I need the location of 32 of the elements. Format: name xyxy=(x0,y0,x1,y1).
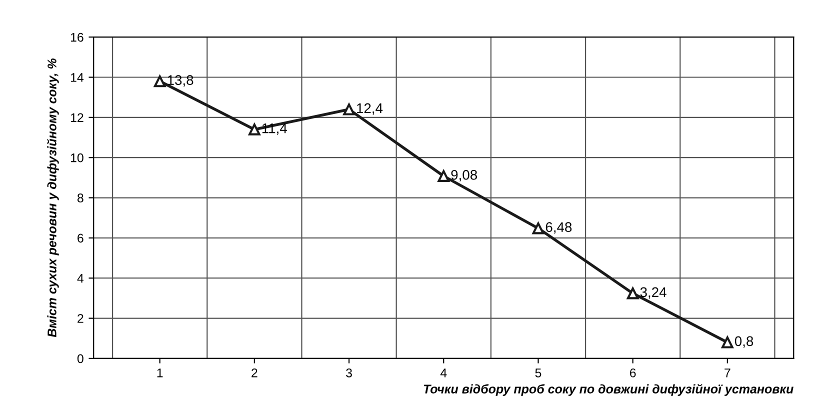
x-axis-title: Точки відбору проб соку по довжині дифузійної установки xyxy=(424,384,794,396)
y-axis-title: Вміст сухих речовин у дифузійному соку, % xyxy=(46,58,59,338)
y-tick-label: 14 xyxy=(70,73,84,82)
point xyxy=(438,170,450,182)
x-tick-label: 1 xyxy=(157,368,163,378)
point xyxy=(343,103,355,116)
data-label: 6,48 xyxy=(546,222,572,234)
data-label: 13,8 xyxy=(168,75,194,87)
y-tick-label: 0 xyxy=(77,354,84,364)
y-tick-label: 10 xyxy=(70,153,84,162)
point xyxy=(532,222,544,234)
x-tick-label: 5 xyxy=(535,368,542,378)
data-label: 11,4 xyxy=(262,124,287,135)
data-label: 9,08 xyxy=(451,170,477,182)
data-label: 12,4 xyxy=(357,103,383,115)
y-tick-label: 4 xyxy=(77,274,84,283)
point xyxy=(154,75,166,88)
x-tick-label: 7 xyxy=(724,368,730,378)
y-tick-label: 12 xyxy=(70,113,84,122)
x-tick-label: 3 xyxy=(346,368,352,378)
x-tick-label: 2 xyxy=(252,368,258,378)
point xyxy=(248,124,260,136)
x-tick-label: 4 xyxy=(440,368,447,378)
y-tick-label: 16 xyxy=(70,32,84,42)
data-label: 3,24 xyxy=(640,287,666,299)
point xyxy=(626,287,639,300)
data-label: 0,8 xyxy=(734,336,754,348)
point xyxy=(722,336,734,348)
y-tick-label: 8 xyxy=(77,194,84,202)
y-tick-label: 6 xyxy=(78,234,84,243)
y-tick-label: 2 xyxy=(78,314,84,323)
x-tick-label: 6 xyxy=(630,368,636,378)
